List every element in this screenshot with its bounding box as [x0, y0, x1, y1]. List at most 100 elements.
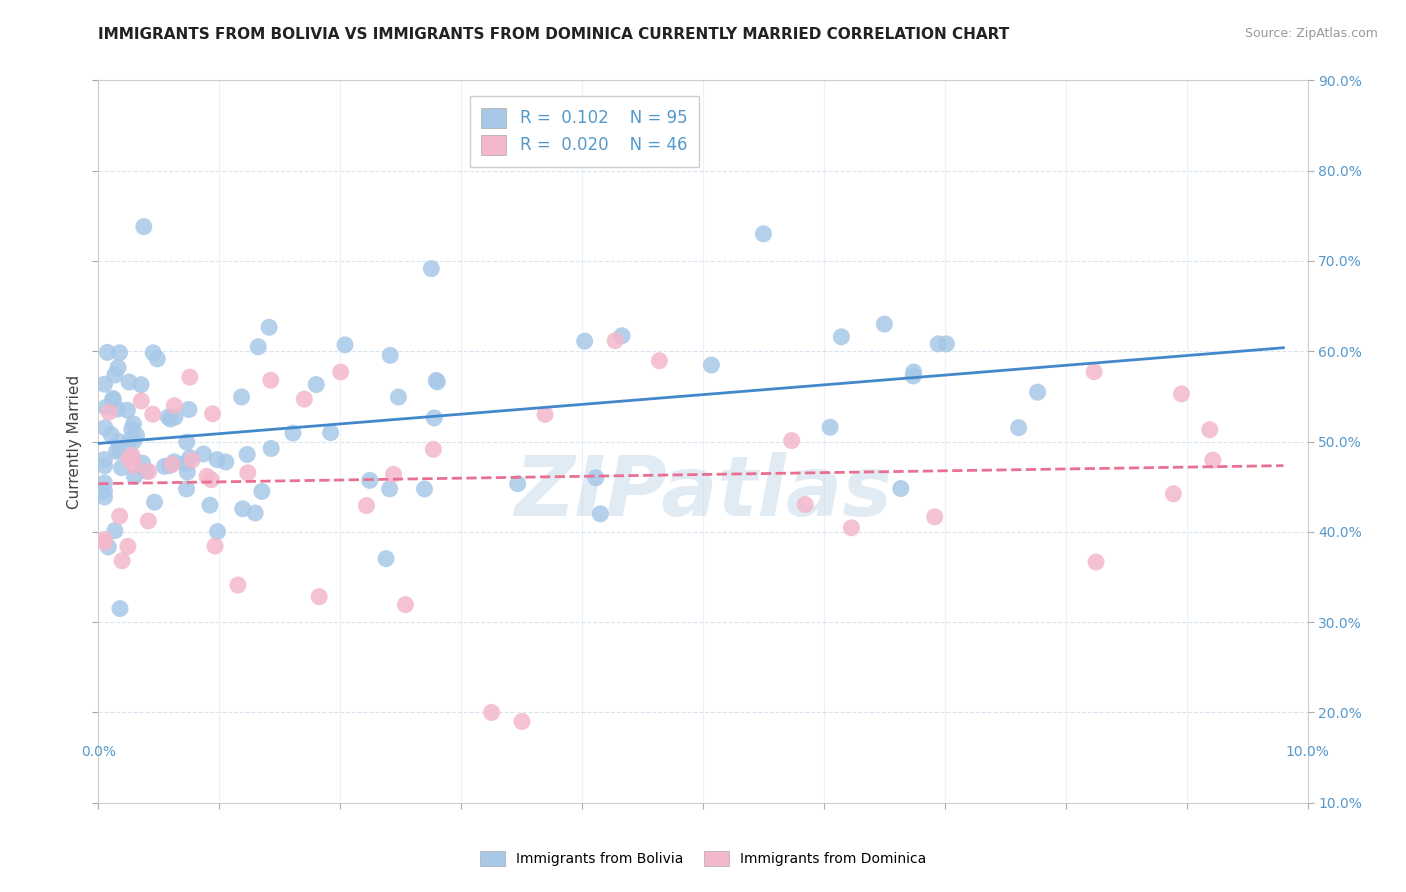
Legend: R =  0.102    N = 95, R =  0.020    N = 46: R = 0.102 N = 95, R = 0.020 N = 46 [470, 95, 699, 167]
Point [200, 473, 222, 487]
Point [160, 458, 183, 472]
Point [589, 507, 612, 521]
Point [100, 427, 122, 442]
Point [232, 501, 254, 516]
Point [226, 578, 249, 592]
Point [610, 328, 633, 343]
Point [387, 390, 409, 404]
Point [105, 444, 128, 458]
Point [120, 433, 142, 447]
Point [198, 498, 221, 512]
Point [177, 402, 200, 417]
Point [903, 368, 925, 383]
Point [111, 554, 134, 568]
Text: 10.0%: 10.0% [1285, 745, 1330, 759]
Point [1007, 420, 1029, 434]
Point [124, 469, 146, 483]
Point [841, 521, 863, 535]
Point [422, 442, 444, 457]
Point [394, 598, 416, 612]
Point [135, 464, 157, 478]
Point [122, 417, 145, 431]
Point [420, 261, 443, 276]
Point [93, 533, 115, 547]
Point [176, 465, 198, 479]
Point [193, 447, 215, 461]
Point [121, 449, 143, 463]
Point [481, 706, 503, 720]
Point [1026, 385, 1049, 400]
Text: Source: ZipAtlas.com: Source: ZipAtlas.com [1244, 27, 1378, 40]
Point [129, 377, 152, 392]
Point [121, 422, 143, 436]
Point [423, 411, 446, 425]
Point [101, 392, 124, 407]
Point [132, 219, 155, 234]
Point [281, 426, 304, 441]
Point [121, 450, 143, 464]
Point [131, 456, 153, 470]
Point [375, 551, 398, 566]
Point [136, 514, 159, 528]
Point [605, 334, 627, 348]
Point [356, 499, 378, 513]
Point [207, 524, 229, 539]
Point [700, 358, 723, 372]
Point [413, 482, 436, 496]
Point [329, 365, 352, 379]
Point [231, 390, 253, 404]
Point [104, 368, 127, 382]
Point [1202, 453, 1225, 467]
Point [124, 458, 146, 473]
Point [93, 377, 115, 392]
Point [146, 351, 169, 366]
Y-axis label: Currently Married: Currently Married [66, 375, 82, 508]
Point [236, 447, 259, 461]
Point [752, 227, 775, 241]
Point [250, 484, 273, 499]
Point [181, 453, 204, 467]
Point [143, 495, 166, 509]
Point [108, 601, 131, 615]
Point [780, 434, 803, 448]
Point [308, 590, 330, 604]
Point [873, 317, 896, 331]
Point [138, 465, 160, 479]
Point [890, 482, 912, 496]
Point [830, 330, 852, 344]
Point [247, 340, 270, 354]
Point [108, 444, 131, 458]
Point [305, 377, 328, 392]
Point [201, 407, 224, 421]
Point [179, 450, 201, 465]
Point [108, 509, 131, 524]
Point [94, 420, 117, 434]
Point [107, 360, 129, 375]
Text: ZIPatlas: ZIPatlas [515, 451, 891, 533]
Point [179, 370, 201, 384]
Point [93, 452, 115, 467]
Point [108, 345, 131, 359]
Point [157, 410, 180, 425]
Point [333, 338, 356, 352]
Point [1085, 555, 1108, 569]
Point [195, 469, 218, 483]
Point [534, 408, 557, 422]
Point [93, 490, 115, 504]
Point [125, 428, 148, 442]
Point [176, 435, 198, 450]
Point [425, 373, 447, 387]
Point [93, 458, 115, 473]
Point [153, 459, 176, 474]
Point [818, 420, 841, 434]
Point [163, 455, 186, 469]
Point [236, 466, 259, 480]
Point [319, 425, 342, 440]
Text: 0.0%: 0.0% [82, 745, 115, 759]
Point [257, 320, 280, 334]
Point [927, 336, 949, 351]
Point [117, 540, 139, 554]
Point [426, 375, 449, 389]
Point [205, 452, 228, 467]
Point [359, 474, 381, 488]
